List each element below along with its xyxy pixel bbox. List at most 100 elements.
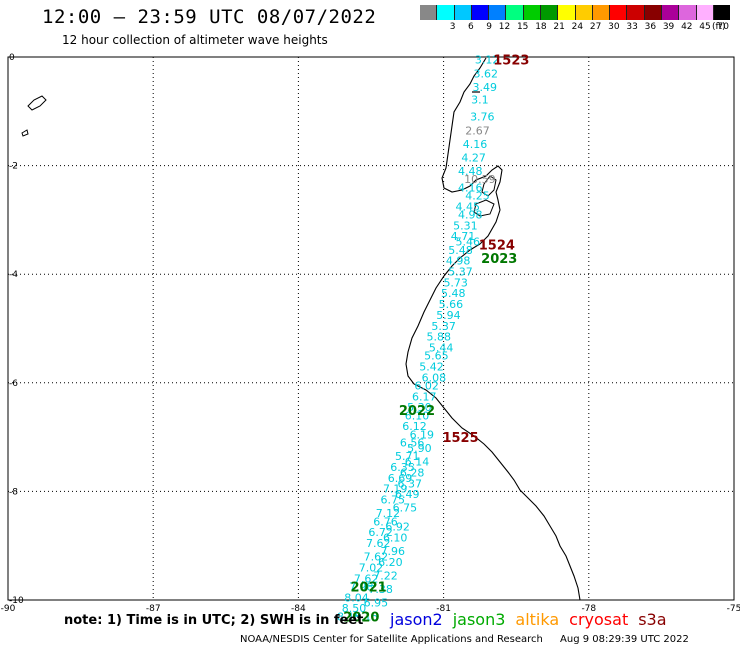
scale-unit: (ft) xyxy=(712,22,726,32)
scale-swatch xyxy=(592,5,611,20)
y-tick-label: 0 xyxy=(9,53,15,63)
swh-value: 5.31 xyxy=(453,219,478,232)
scale-label: 3 xyxy=(449,22,456,32)
footer: NOAA/NESDIS Center for Satellite Applica… xyxy=(240,634,689,645)
scale-label: 27 xyxy=(589,22,602,32)
swh-value: 8.50 xyxy=(342,602,367,615)
scale-swatch xyxy=(540,5,559,20)
swh-value: 6.49 xyxy=(395,488,420,501)
scale-swatch xyxy=(454,5,472,20)
scale-label: 36 xyxy=(644,22,657,32)
swh-value: 6.19 xyxy=(410,428,435,441)
scale-label: 9 xyxy=(486,22,492,32)
color-scale-labels: 3 6 9 12 15 18 21 24 27 30 33 36 39 42 45 70 xyxy=(420,22,730,32)
swh-value: 5.88 xyxy=(427,331,452,344)
scale-label: 18 xyxy=(535,22,547,32)
scale-label: 70 xyxy=(717,22,729,32)
satellite-jason3: jason3 xyxy=(452,610,506,629)
generated-timestamp: Aug 9 08:29:39 UTC 2022 xyxy=(560,634,689,645)
coastline-mainland xyxy=(405,57,581,601)
scale-swatch xyxy=(610,5,628,20)
swh-value: 7.62 xyxy=(364,551,389,564)
x-tick-label: -90 xyxy=(1,604,16,614)
page-subtitle: 12 hour collection of altimeter wave hei… xyxy=(62,33,328,47)
x-tick-label: -81 xyxy=(436,604,451,614)
swh-value: 5.30 xyxy=(407,401,432,414)
swh-value: 3.12 xyxy=(475,54,500,67)
scale-label: 15 xyxy=(516,22,529,32)
coastline xyxy=(21,57,581,601)
swh-value: 4.98 xyxy=(458,208,483,221)
swh-value: 4.71 xyxy=(451,230,476,243)
swh-value: 8.04 xyxy=(344,591,369,604)
swh-value: 5.65 xyxy=(424,350,449,363)
footnote: note: 1) Time is in UTC; 2) SWH is in fe… xyxy=(64,613,364,628)
scale-label: 42 xyxy=(681,22,693,32)
scale-swatch xyxy=(489,5,507,20)
swh-value: 6.92 xyxy=(385,521,410,534)
swh-value: 6.35 xyxy=(390,461,415,474)
swh-value: 4.25 xyxy=(465,189,490,202)
swh-value: 2.67 xyxy=(465,124,490,137)
swh-value: 4.16 xyxy=(463,138,488,151)
swh-value: 7.22 xyxy=(373,570,398,583)
map-grid xyxy=(7,56,735,601)
y-tick-label: -10 xyxy=(9,596,24,606)
scale-label: 6 xyxy=(467,22,474,32)
map-frame xyxy=(7,56,735,601)
swh-value: 6.10 xyxy=(405,409,430,422)
scale-swatch xyxy=(713,5,731,20)
color-scale: 3 6 9 12 15 18 21 24 27 30 33 36 39 42 45 70 xyxy=(420,5,731,39)
scale-swatch xyxy=(420,5,438,20)
swh-value: 6.20 xyxy=(378,556,403,569)
swh-value: 6.37 xyxy=(397,477,422,490)
pass-time-label: 2021 xyxy=(350,580,386,595)
swh-value: 6.76 xyxy=(373,515,398,528)
swh-value: 6.75 xyxy=(393,502,418,515)
swh-value: 5.44 xyxy=(429,342,454,355)
x-tick-label: -84 xyxy=(291,604,306,614)
credit-text: NOAA/NESDIS Center for Satellite Applica… xyxy=(240,634,543,645)
swh-value: 7.98 xyxy=(349,580,374,593)
swh-value: 5.94 xyxy=(436,309,461,322)
swh-value: 6.95 xyxy=(364,597,389,610)
scale-label: 12 xyxy=(498,22,511,32)
axis-ticks: -90 -87 -84 -81 -78 -75 0 -2 -4 -6 -8 -10 xyxy=(1,53,740,614)
swh-value: 4.98 xyxy=(446,255,471,268)
swh-value: 6.10 xyxy=(383,532,408,545)
coastline-bay xyxy=(481,175,497,197)
swh-value: 6.56 xyxy=(400,437,425,450)
scale-swatch xyxy=(506,5,524,20)
scale-label: 39 xyxy=(662,22,675,32)
scale-swatch xyxy=(523,5,541,20)
scale-label: 33 xyxy=(626,22,638,32)
swh-value: 5.37 xyxy=(431,320,456,333)
swh-value: 5.48 xyxy=(441,287,466,300)
swh-value: 6.17 xyxy=(412,390,437,403)
swh-value: 4.48 xyxy=(458,165,483,178)
swh-value: 10.59 xyxy=(464,173,496,186)
swh-value: 8.15 xyxy=(354,610,379,623)
pass-time-label: 2022 xyxy=(399,404,435,419)
scale-label: 30 xyxy=(608,22,620,32)
scale-swatch xyxy=(437,5,455,20)
satellite-cryosat: cryosat xyxy=(569,610,629,629)
swh-value: 7.19 xyxy=(383,483,408,496)
pass-time-label: 2020 xyxy=(343,610,379,625)
swh-value: 3.62 xyxy=(473,67,498,80)
swh-value: 7.62 xyxy=(366,537,391,550)
scale-label: 45 xyxy=(699,22,711,32)
y-tick-label: -4 xyxy=(9,270,18,280)
page-title: 12:00 – 23:59 UTC 08/07/2022 xyxy=(42,6,377,28)
y-tick-label: -6 xyxy=(9,379,18,389)
satellite-jason2: jason2 xyxy=(390,610,443,629)
swh-value: 7.62 xyxy=(354,572,379,585)
swh-value: 6.12 xyxy=(402,420,427,433)
swh-value: 4.27 xyxy=(461,151,486,164)
swh-value: 5.66 xyxy=(439,298,464,311)
swh-value: 3.49 xyxy=(472,81,497,94)
swh-value: 6.02 xyxy=(414,380,439,393)
satellite-s3a: s3a xyxy=(638,610,667,629)
